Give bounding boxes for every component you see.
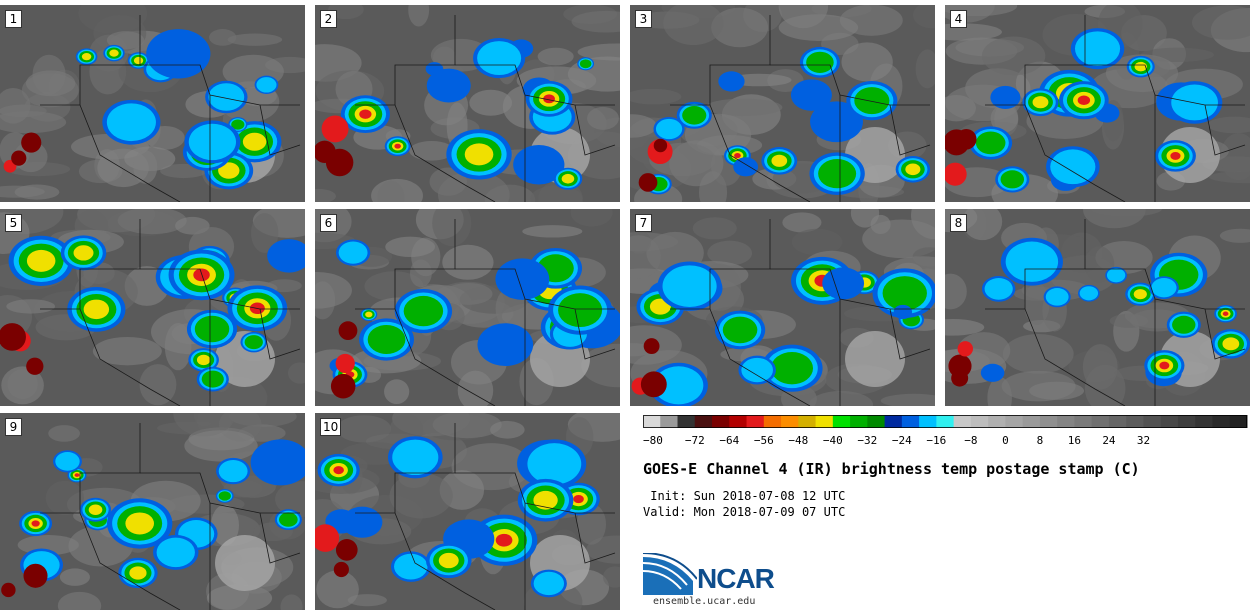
colorbar-segment — [1091, 415, 1110, 428]
colorbar-segment — [1039, 415, 1058, 428]
colorbar-segment — [936, 415, 955, 428]
colorbar-tick-label: −80 — [643, 434, 663, 447]
panel-10: 10 — [315, 413, 620, 610]
panel-label: 10 — [320, 418, 342, 436]
colorbar-tick-label: 8 — [1037, 434, 1044, 447]
panel-8: 8 — [945, 209, 1250, 406]
ir-satellite-map — [1, 413, 305, 610]
colorbar-segment — [1212, 415, 1231, 428]
panel-label: 6 — [320, 214, 337, 232]
panel-1: 1 — [0, 5, 305, 202]
colorbar-segment — [1108, 415, 1127, 428]
colorbar-segment — [643, 415, 661, 428]
colorbar-tick-label: 24 — [1102, 434, 1116, 447]
colorbar-segment — [1177, 415, 1196, 428]
figure-title: GOES-E Channel 4 (IR) brightness temp po… — [643, 460, 1140, 478]
colorbar-tick-label: −40 — [823, 434, 843, 447]
colorbar-segment — [729, 415, 748, 428]
panel-5: 5 — [0, 209, 305, 406]
colorbar-segment — [781, 415, 799, 428]
panel-label: 4 — [950, 10, 967, 28]
colorbar-segment — [1195, 415, 1213, 428]
panel-label: 7 — [635, 214, 652, 232]
ir-satellite-map — [0, 5, 305, 202]
colorbar-segment — [660, 415, 679, 428]
colorbar-tick-label: −8 — [964, 434, 977, 447]
init-time: Init: Sun 2018-07-08 12 UTC — [643, 489, 846, 503]
colorbar-segment — [1229, 415, 1248, 428]
ir-satellite-map — [630, 209, 935, 406]
colorbar-tick-label: −64 — [719, 434, 739, 447]
ir-satellite-map — [945, 209, 1250, 406]
ir-satellite-map — [315, 5, 620, 202]
panel-label: 3 — [635, 10, 652, 28]
colorbar-tick-label: −32 — [857, 434, 877, 447]
colorbar-segment — [1074, 415, 1093, 428]
panel-7: 7 — [630, 209, 935, 406]
panel-label: 8 — [950, 214, 967, 232]
colorbar-segment — [1143, 415, 1162, 428]
colorbar-segment — [798, 415, 817, 428]
panel-label: 1 — [5, 10, 22, 28]
panel-label: 2 — [320, 10, 337, 28]
colorbar-segment — [884, 415, 903, 428]
valid-time: Valid: Mon 2018-07-09 07 UTC — [643, 505, 846, 519]
panel-6: 6 — [315, 209, 620, 406]
colorbar-segment — [1057, 415, 1075, 428]
colorbar-segment — [815, 415, 834, 428]
colorbar-segment — [763, 415, 782, 428]
colorbar-segment — [746, 415, 765, 428]
colorbar-tick-label: −24 — [892, 434, 912, 447]
panel-2: 2 — [315, 5, 620, 202]
panel-4: 4 — [945, 5, 1250, 202]
colorbar-segment — [953, 415, 972, 428]
panel-9: 9 — [0, 413, 305, 610]
colorbar-tick-label: −72 — [685, 434, 705, 447]
colorbar-segment — [970, 415, 989, 428]
panel-3: 3 — [630, 5, 935, 202]
ir-satellite-map — [315, 413, 620, 610]
colorbar-segment — [832, 415, 851, 428]
colorbar-segment — [1160, 415, 1179, 428]
colorbar-tick-label: 32 — [1137, 434, 1150, 447]
colorbar-tick-label: −48 — [788, 434, 808, 447]
colorbar-segment — [867, 415, 886, 428]
colorbar-border — [643, 415, 1247, 428]
colorbar: −80 −72 −64 −56 −48 −40 −32 −24 −16 −8 0 8 16 24 32 — [643, 415, 1248, 447]
colorbar-segment — [901, 415, 920, 428]
colorbar-tick-label: −56 — [754, 434, 774, 447]
ir-satellite-map — [630, 5, 935, 202]
colorbar-segment — [1126, 415, 1144, 428]
colorbar-segment — [1005, 415, 1024, 428]
ncar-logo-text: NCAR — [697, 563, 775, 594]
ncar-logo-icon — [643, 553, 697, 595]
colorbar-segment — [850, 415, 868, 428]
colorbar-tick-label: −16 — [926, 434, 946, 447]
ir-satellite-map — [315, 209, 620, 406]
ir-satellite-map — [0, 209, 305, 406]
colorbar-tick-label: 0 — [1002, 434, 1009, 447]
colorbar-segment — [694, 415, 713, 428]
colorbar-segment — [988, 415, 1006, 428]
colorbar-tick-label: 16 — [1068, 434, 1081, 447]
colorbar-segment — [919, 415, 937, 428]
colorbar-segment — [677, 415, 696, 428]
panel-label: 5 — [5, 214, 22, 232]
ir-satellite-map — [945, 5, 1250, 202]
colorbar-segment — [712, 415, 730, 428]
colorbar-segment — [1022, 415, 1041, 428]
site-url[interactable]: ensemble.ucar.edu — [653, 596, 756, 607]
panel-label: 9 — [5, 418, 22, 436]
